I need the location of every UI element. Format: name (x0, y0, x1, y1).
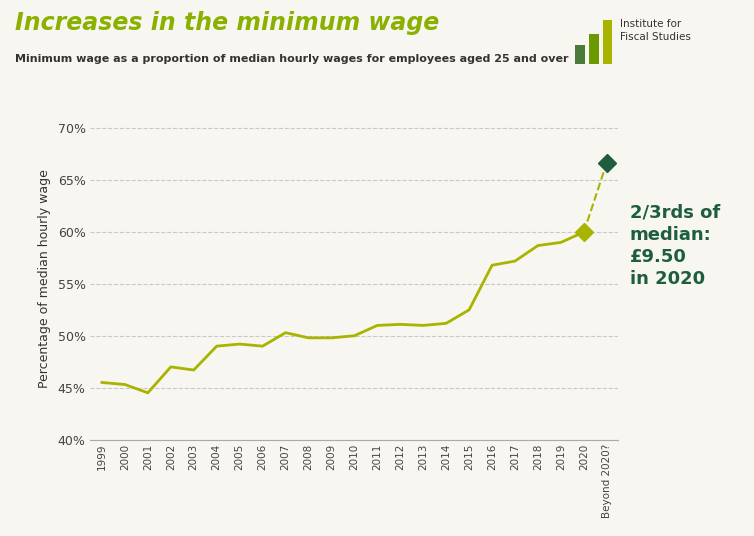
Text: Increases in the minimum wage: Increases in the minimum wage (15, 11, 440, 35)
Bar (602, 20, 612, 64)
Bar (575, 44, 585, 64)
Text: Minimum wage as a proportion of median hourly wages for employees aged 25 and ov: Minimum wage as a proportion of median h… (15, 54, 569, 64)
Y-axis label: Percentage of median hourly wage: Percentage of median hourly wage (38, 169, 51, 388)
Bar (589, 34, 599, 64)
Text: 2/3rds of
median:
£9.50
in 2020: 2/3rds of median: £9.50 in 2020 (630, 204, 720, 288)
Text: Institute for
Fiscal Studies: Institute for Fiscal Studies (620, 19, 691, 42)
